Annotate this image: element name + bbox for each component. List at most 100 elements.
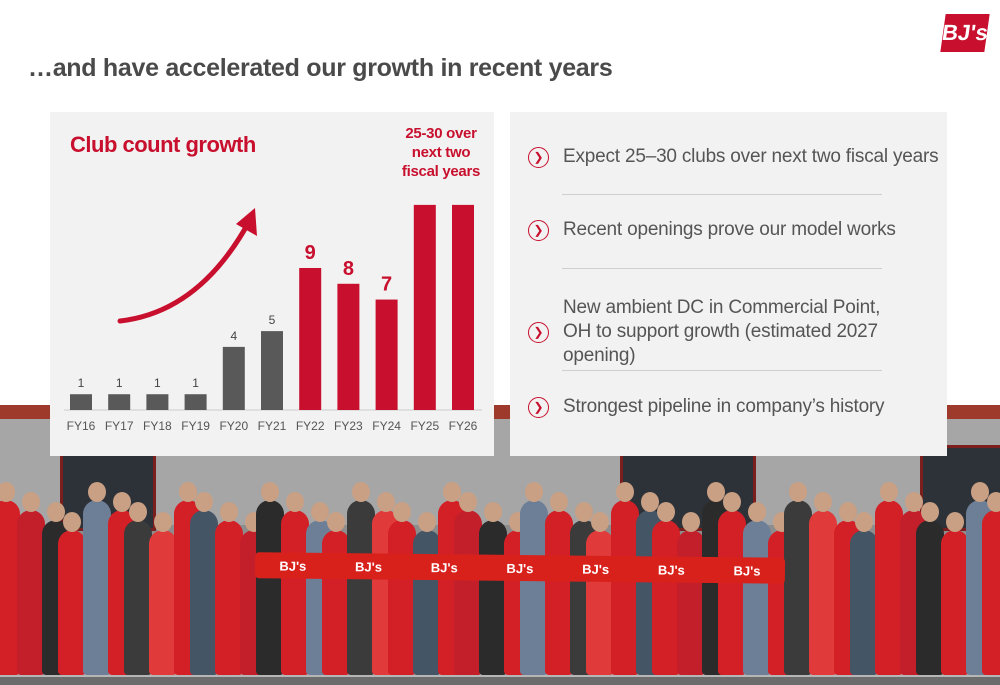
crowd-person-head (327, 512, 345, 532)
data-label: 1 (192, 376, 199, 390)
crowd-person (718, 510, 746, 675)
crowd-person-head (723, 492, 741, 512)
crowd-person-head (0, 482, 15, 502)
chart-annotation: 25-30 over next two fiscal years (401, 125, 481, 180)
ribbon-logo-text: BJ's (506, 560, 534, 576)
x-tick-label: FY22 (296, 419, 325, 433)
crowd-person-head (789, 482, 807, 502)
crowd-person-head (47, 502, 65, 522)
crowd-person (809, 510, 837, 675)
x-tick-label: FY18 (143, 419, 172, 433)
crowd-person-head (154, 512, 172, 532)
bar-fy21 (261, 331, 283, 410)
crowd-person-head (525, 482, 543, 502)
crowd-person (784, 500, 812, 675)
bar-fy26 (452, 204, 474, 410)
chevron-right-icon: ❯ (528, 146, 549, 168)
crowd-person-head (484, 502, 502, 522)
divider (562, 268, 882, 269)
crowd-person-head (418, 512, 436, 532)
x-tick-label: FY17 (105, 419, 134, 433)
x-tick-label: FY16 (67, 419, 96, 433)
crowd-person-head (591, 512, 609, 532)
crowd-person-head (220, 502, 238, 522)
x-tick-label: FY21 (258, 419, 287, 433)
crowd-person-head (921, 502, 939, 522)
crowd-person-head (63, 512, 81, 532)
x-tick-label: FY24 (372, 419, 401, 433)
crowd-person (479, 520, 507, 675)
crowd-person (17, 510, 45, 675)
x-tick-label: FY25 (410, 419, 439, 433)
crowd-person-head (195, 492, 213, 512)
crowd-person-head (707, 482, 725, 502)
data-label: 7 (381, 274, 392, 296)
crowd-person-head (179, 482, 197, 502)
crowd-person-head (987, 492, 1000, 512)
crowd-person-head (905, 492, 923, 512)
data-label: 4 (230, 329, 237, 343)
crowd-person (83, 500, 111, 675)
ribbon-logo-text: BJ's (355, 558, 383, 575)
ribbon-logo-text: BJ's (279, 557, 307, 574)
data-label: 9 (305, 242, 316, 264)
crowd-person-head (129, 502, 147, 522)
crowd-person (916, 520, 944, 675)
crowd-person-head (682, 512, 700, 532)
crowd-person-head (311, 502, 329, 522)
crowd-person-head (286, 492, 304, 512)
page-title: …and have accelerated our growth in rece… (28, 54, 613, 82)
ribbon-logo-text: BJ's (657, 561, 685, 578)
crowd-person-head (880, 482, 898, 502)
crowd-person-head (443, 482, 461, 502)
chevron-right-icon: ❯ (528, 321, 549, 343)
crowd-person-head (113, 492, 131, 512)
crowd-person (850, 530, 878, 675)
crowd-person-head (839, 502, 857, 522)
crowd-person-head (971, 482, 989, 502)
chevron-right-icon: ❯ (528, 219, 549, 241)
crowd-person-head (575, 502, 593, 522)
bullet-item: ❯ Expect 25–30 clubs over next two fisca… (528, 145, 939, 169)
crowd-person-head (946, 512, 964, 532)
bar-fy25 (413, 204, 436, 410)
crowd-person (875, 500, 903, 675)
crowd-person-head (855, 512, 873, 532)
club-count-chart: FY16 1 FY17 1 FY18 1 FY19 1 FY20 4 FY21 5 FY22 9 FY23 8… (64, 204, 482, 433)
crowd-person-head (641, 492, 659, 512)
crowd-person (652, 520, 680, 675)
bar-fy22 (299, 268, 322, 410)
crowd-person (413, 530, 441, 675)
ribbon-logo-text: BJ's (582, 561, 610, 577)
crowd-person-head (748, 502, 766, 522)
photo-red-ribbon: BJ's BJ's BJ's BJ's BJ's BJ's BJ's (254, 552, 786, 584)
crowd-person (586, 530, 614, 675)
x-tick-label: FY26 (449, 419, 478, 433)
info-panel: ❯ Expect 25–30 clubs over next two fisca… (510, 112, 947, 456)
crowd-person (149, 530, 177, 675)
bullet-text: Strongest pipeline in company’s history (563, 396, 885, 417)
crowd-person-head (814, 492, 832, 512)
data-label: 1 (78, 376, 85, 390)
crowd-person (388, 520, 416, 675)
ribbon-logo-text: BJ's (733, 562, 761, 579)
crowd-person-head (88, 482, 106, 502)
bullet-text: Recent openings prove our model works (563, 219, 896, 240)
crowd-person-head (657, 502, 675, 522)
brand-logo: BJ's (940, 14, 990, 52)
crowd-person (281, 510, 309, 675)
bar-fy24 (375, 299, 398, 410)
x-tick-label: FY20 (219, 419, 248, 433)
chart-title: Club count growth (70, 132, 256, 157)
crowd-person-head (459, 492, 477, 512)
crowd-person (545, 510, 573, 675)
crowd-person (941, 530, 969, 675)
bullet-item: ❯ New ambient DC in Commercial Point, OH… (528, 296, 898, 368)
crowd-person (0, 500, 20, 675)
data-label: 1 (154, 376, 161, 390)
bullet-item: ❯ Strongest pipeline in company’s histor… (528, 395, 885, 419)
bullet-text: New ambient DC in Commercial Point, OH t… (563, 297, 881, 366)
crowd-person (454, 510, 482, 675)
crowd-person (322, 530, 350, 675)
crowd-person-head (616, 482, 634, 502)
